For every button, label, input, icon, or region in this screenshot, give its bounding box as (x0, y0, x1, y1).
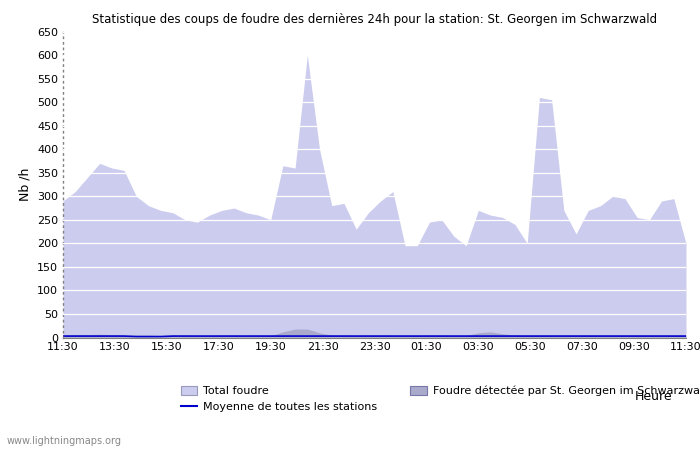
Title: Statistique des coups de foudre des dernières 24h pour la station: St. Georgen i: Statistique des coups de foudre des dern… (92, 13, 657, 26)
Text: www.lightningmaps.org: www.lightningmaps.org (7, 436, 122, 446)
Text: Heure: Heure (634, 390, 672, 403)
Y-axis label: Nb /h: Nb /h (18, 168, 32, 201)
Legend: Total foudre, Moyenne de toutes les stations, Foudre détectée par St. Georgen im: Total foudre, Moyenne de toutes les stat… (181, 386, 700, 412)
